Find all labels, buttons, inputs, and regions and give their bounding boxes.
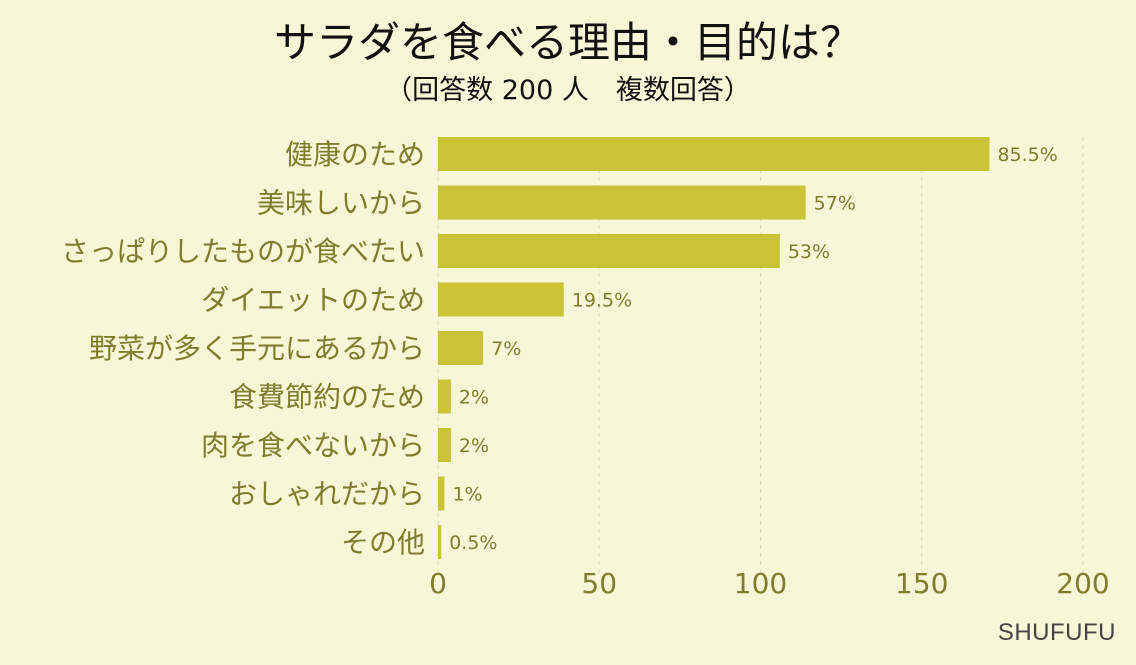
data-label: 19.5% — [572, 290, 632, 312]
data-label: 2% — [459, 435, 489, 457]
chart-title: サラダを食べる理由・目的は？ — [273, 18, 862, 67]
category-label: 野菜が多く手元にあるから — [89, 332, 425, 365]
bar — [438, 428, 451, 462]
category-label: ダイエットのため — [201, 284, 425, 317]
category-label: 食費節約のため — [229, 381, 425, 414]
bar — [438, 137, 990, 171]
category-label: おしゃれだから — [229, 478, 425, 511]
x-tick-label: 50 — [581, 567, 617, 600]
category-label: 美味しいから — [257, 187, 425, 220]
category-label: さっぱりしたものが食べたい — [61, 235, 425, 268]
data-label: 53% — [788, 241, 830, 263]
category-label: その他 — [341, 526, 425, 559]
data-label: 57% — [814, 193, 856, 215]
data-label: 0.5% — [449, 532, 497, 554]
category-label: 肉を食べないから — [201, 429, 425, 462]
data-label: 85.5% — [997, 144, 1057, 166]
bar — [438, 476, 445, 511]
x-tick-label: 200 — [1056, 567, 1109, 600]
chart-subtitle: （回答数 200 人 複数回答） — [385, 75, 751, 106]
bar — [438, 234, 780, 268]
data-label: 1% — [452, 484, 482, 506]
bar — [438, 379, 451, 414]
x-tick-label: 100 — [734, 567, 787, 600]
bar — [438, 185, 806, 220]
category-label: 健康のため — [285, 138, 425, 171]
bar — [438, 331, 484, 365]
data-label: 7% — [491, 338, 521, 360]
x-tick-label: 0 — [429, 567, 447, 600]
brand-watermark: SHUFUFU — [997, 619, 1116, 646]
x-tick-label: 150 — [895, 567, 948, 600]
data-label: 2% — [459, 387, 489, 409]
bar — [438, 525, 442, 559]
bar — [438, 282, 564, 317]
